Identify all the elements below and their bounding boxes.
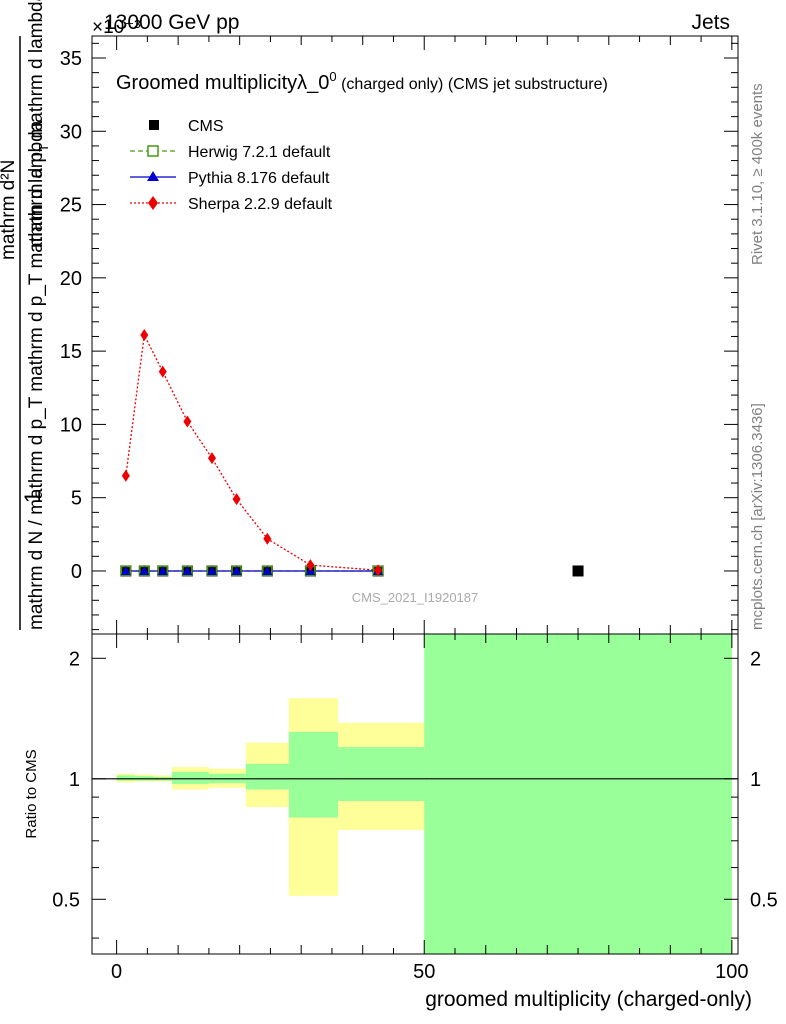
x-tick-label: 50 xyxy=(413,961,435,983)
sherpa-point xyxy=(232,493,241,506)
y-label-denominator: mathrm d N / mathrm d p_T mathrm d p_T m… xyxy=(26,120,47,630)
legend-pythia-label: Pythia 8.176 default xyxy=(188,170,330,187)
legend-pythia-marker xyxy=(147,171,159,181)
legend: CMS Herwig 7.2.1 default Pythia 8.176 defa… xyxy=(130,118,333,213)
y-label-lambda-part: mathrm d lambda xyxy=(26,0,47,144)
ratio-y-axis: 0.5 0.5 1 1 2 2 xyxy=(52,648,778,939)
main-plot-title: Groomed multiplicityλ_00 (charged only) … xyxy=(116,69,608,94)
y-label-numerator-right: mathrm d²N xyxy=(0,160,19,260)
x-tick-label: 100 xyxy=(715,961,748,983)
sherpa-point xyxy=(263,532,272,545)
watermark: CMS_2021_I1920187 xyxy=(352,590,479,605)
sherpa-point xyxy=(183,415,192,428)
ratio-y-tick-label-right: 2 xyxy=(750,648,761,670)
ratio-band-green xyxy=(171,771,209,785)
ratio-band-green xyxy=(338,747,425,802)
sherpa-point xyxy=(121,469,130,482)
main-plot-title-main: Groomed multiplicityλ_0 xyxy=(116,72,329,94)
y-tick-label: 15 xyxy=(60,341,82,363)
rivet-label: Rivet 3.1.10, ≥ 400k events xyxy=(749,83,766,265)
sherpa-point xyxy=(306,559,315,572)
pythia-point xyxy=(231,565,242,575)
y-tick-label: 0 xyxy=(71,561,82,583)
ratio-band-green xyxy=(245,763,289,790)
ratio-band-green xyxy=(116,775,136,781)
y-tick-label: 25 xyxy=(60,195,82,217)
ratio-y-tick-label: 0.5 xyxy=(52,889,80,911)
main-series-layer xyxy=(120,329,584,577)
sherpa-point xyxy=(140,329,149,341)
mcplots-label: mcplots.cern.ch [arXiv:1306.3436] xyxy=(749,403,766,630)
pythia-point xyxy=(206,565,217,575)
legend-cms-label: CMS xyxy=(188,118,224,135)
ratio-y-tick-label: 1 xyxy=(69,769,80,791)
main-plot-title-suffix: (charged only) (CMS jet substructure) xyxy=(337,76,608,93)
ratio-band-green xyxy=(288,731,339,818)
ratio-y-tick-label-right: 1 xyxy=(750,769,761,791)
y-label-subscript-t: T xyxy=(36,144,51,152)
y-tick-label: 5 xyxy=(71,488,82,510)
x-tick-label: 0 xyxy=(111,961,122,983)
pythia-point xyxy=(139,565,150,575)
header-multiplier: ×10⁻³ xyxy=(92,17,141,38)
pythia-point xyxy=(120,565,131,575)
sherpa-point xyxy=(374,564,383,577)
cms-point xyxy=(572,565,584,577)
main-plot: 0 5 10 15 20 25 30 35 Groomed multiplicityλ_00 … xyxy=(60,35,739,635)
header-jets-label: Jets xyxy=(691,11,730,34)
ratio-y-label: Ratio to CMS xyxy=(23,749,40,838)
legend-sherpa-marker xyxy=(148,196,158,210)
pythia-point xyxy=(182,565,193,575)
ratio-band-green xyxy=(424,634,732,954)
legend-herwig-label: Herwig 7.2.1 default xyxy=(188,144,331,161)
x-axis: 0 50 100 xyxy=(111,634,749,983)
ratio-bands xyxy=(92,634,738,954)
ratio-plot-frame xyxy=(91,633,739,955)
y-tick-label: 35 xyxy=(60,48,82,70)
x-axis-label: groomed multiplicity (charged-only) xyxy=(425,988,752,1011)
header-energy-label: 13000 GeV pp xyxy=(104,11,239,34)
legend-herwig-marker xyxy=(147,145,159,157)
sherpa-point xyxy=(207,452,216,465)
y-label-numerator: 1 xyxy=(20,491,45,503)
main-plot-title-superscript: 0 xyxy=(329,69,336,84)
legend-sherpa-label: Sherpa 2.2.9 default xyxy=(188,196,333,213)
main-y-axis: 0 5 10 15 20 25 30 35 xyxy=(60,36,738,634)
y-label-denominator-right: mathrm d pT mathrm d lambda xyxy=(26,0,51,248)
pythia-point xyxy=(262,565,273,575)
ratio-y-tick-label: 2 xyxy=(69,648,80,670)
y-tick-label: 10 xyxy=(60,414,82,436)
ratio-plot: 0.5 0.5 1 1 2 2 0 50 100 Ratio to CMS groomed m… xyxy=(23,633,778,1011)
ratio-y-tick-label-right: 0.5 xyxy=(750,889,778,911)
pythia-point xyxy=(157,565,168,575)
legend-cms-marker xyxy=(149,120,159,130)
main-y-axis-label: 1 mathrm d N / mathrm d p_T mathrm d p_T… xyxy=(0,0,51,630)
y-tick-label: 20 xyxy=(60,268,82,290)
sherpa-point xyxy=(158,365,167,378)
y-tick-label: 30 xyxy=(60,121,82,143)
